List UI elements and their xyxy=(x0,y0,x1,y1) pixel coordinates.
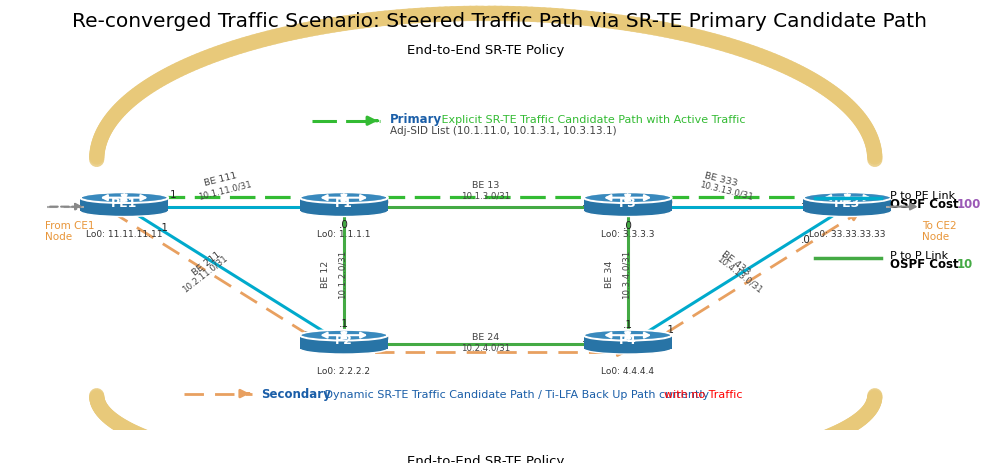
Text: 10.1.2.0/31: 10.1.2.0/31 xyxy=(338,249,347,298)
Text: Primary: Primary xyxy=(390,113,442,126)
Text: 10.1.11.0/31: 10.1.11.0/31 xyxy=(197,179,253,201)
Text: .1: .1 xyxy=(339,318,349,328)
Text: Re-converged Traffic Scenario: Steered Traffic Path via SR-TE Primary Candidate : Re-converged Traffic Scenario: Steered T… xyxy=(72,12,927,31)
Text: To CE2
Node: To CE2 Node xyxy=(922,220,957,242)
Text: .0: .0 xyxy=(801,234,811,244)
Ellipse shape xyxy=(583,206,671,217)
Ellipse shape xyxy=(300,193,388,204)
Text: BE 12: BE 12 xyxy=(321,260,330,287)
Polygon shape xyxy=(803,198,891,212)
Ellipse shape xyxy=(583,330,671,341)
Text: P2: P2 xyxy=(335,334,353,347)
Ellipse shape xyxy=(83,194,166,202)
Text: 10.4.13.0/31: 10.4.13.0/31 xyxy=(715,253,763,294)
Text: with no Traffic: with no Traffic xyxy=(664,389,743,399)
Text: 10: 10 xyxy=(956,257,973,270)
Text: .0: .0 xyxy=(381,333,390,343)
Text: .1: .1 xyxy=(581,198,591,208)
Text: Explicit SR-TE Traffic Candidate Path with Active Traffic: Explicit SR-TE Traffic Candidate Path wi… xyxy=(439,114,745,124)
Ellipse shape xyxy=(80,206,168,217)
Text: Dynamic SR-TE Traffic Candidate Path / Ti-LFA Back Up Path currently: Dynamic SR-TE Traffic Candidate Path / T… xyxy=(321,389,712,399)
Text: Lo0: 11.11.11.11: Lo0: 11.11.11.11 xyxy=(86,229,163,238)
Text: Secondary: Secondary xyxy=(262,387,332,400)
Polygon shape xyxy=(300,198,388,212)
Ellipse shape xyxy=(583,193,671,204)
Polygon shape xyxy=(583,336,671,349)
Text: 10.3.13.0/31: 10.3.13.0/31 xyxy=(699,179,754,201)
Text: End-to-End SR-TE Policy: End-to-End SR-TE Policy xyxy=(407,44,564,57)
Text: 100: 100 xyxy=(956,197,981,210)
Text: BE 211: BE 211 xyxy=(191,249,223,277)
Text: Adj-SID List (10.1.11.0, 10.1.3.1, 10.3.13.1): Adj-SID List (10.1.11.0, 10.1.3.1, 10.3.… xyxy=(390,126,616,136)
Text: From CE1
Node: From CE1 Node xyxy=(45,220,94,242)
Ellipse shape xyxy=(583,344,671,354)
Text: PE3: PE3 xyxy=(834,196,860,209)
Ellipse shape xyxy=(300,344,388,354)
Text: .0: .0 xyxy=(622,220,632,230)
Text: P3: P3 xyxy=(618,196,636,209)
Text: .0: .0 xyxy=(301,198,311,208)
Ellipse shape xyxy=(803,193,891,204)
Text: 10.1.3.0/31: 10.1.3.0/31 xyxy=(462,191,510,200)
Text: .0: .0 xyxy=(301,330,311,340)
Polygon shape xyxy=(583,198,671,212)
Text: .1: .1 xyxy=(664,325,674,334)
Text: .1: .1 xyxy=(159,223,169,233)
Text: P to PE Link: P to PE Link xyxy=(890,190,955,200)
Ellipse shape xyxy=(805,194,889,202)
Text: OSPF Cost: OSPF Cost xyxy=(890,197,963,210)
Ellipse shape xyxy=(586,194,669,202)
Text: P1: P1 xyxy=(335,196,353,209)
Text: Lo0: 4.4.4.4: Lo0: 4.4.4.4 xyxy=(601,366,654,375)
Text: BE 433: BE 433 xyxy=(719,249,751,277)
Text: .1: .1 xyxy=(622,319,632,329)
Text: BE 333: BE 333 xyxy=(703,171,738,188)
Ellipse shape xyxy=(300,206,388,217)
Text: .1: .1 xyxy=(801,196,811,206)
Text: 10.2.4.0/31: 10.2.4.0/31 xyxy=(462,343,510,351)
Ellipse shape xyxy=(803,206,891,217)
Text: .0: .0 xyxy=(339,219,349,229)
Text: BE 24: BE 24 xyxy=(473,332,500,341)
Text: .1: .1 xyxy=(581,333,591,343)
Text: BE 13: BE 13 xyxy=(473,181,500,189)
Text: 10.2.11.0/31: 10.2.11.0/31 xyxy=(181,253,229,294)
Text: .0: .0 xyxy=(664,198,673,208)
Text: Lo0: 2.2.2.2: Lo0: 2.2.2.2 xyxy=(318,366,371,375)
Ellipse shape xyxy=(302,194,386,202)
Polygon shape xyxy=(300,336,388,349)
Text: BE 34: BE 34 xyxy=(604,260,613,288)
Text: PE1: PE1 xyxy=(111,196,137,209)
Polygon shape xyxy=(80,198,168,212)
Ellipse shape xyxy=(80,193,168,204)
Text: .0: .0 xyxy=(381,198,390,208)
Text: BE 111: BE 111 xyxy=(203,171,238,188)
Text: OSPF Cost: OSPF Cost xyxy=(890,257,963,270)
Text: Lo0: 3.3.3.3: Lo0: 3.3.3.3 xyxy=(601,229,654,238)
Text: P to P Link: P to P Link xyxy=(890,250,948,260)
Text: 1: 1 xyxy=(170,189,176,200)
Text: 10.3.4.0/31: 10.3.4.0/31 xyxy=(621,249,630,298)
Text: Lo0: 1.1.1.1: Lo0: 1.1.1.1 xyxy=(317,229,371,238)
Text: End-to-End SR-TE Policy: End-to-End SR-TE Policy xyxy=(407,454,564,463)
Ellipse shape xyxy=(300,330,388,341)
Text: P4: P4 xyxy=(618,334,636,347)
Ellipse shape xyxy=(586,331,669,340)
Ellipse shape xyxy=(302,331,386,340)
Text: Lo0: 33.33.33.33: Lo0: 33.33.33.33 xyxy=(809,229,886,238)
